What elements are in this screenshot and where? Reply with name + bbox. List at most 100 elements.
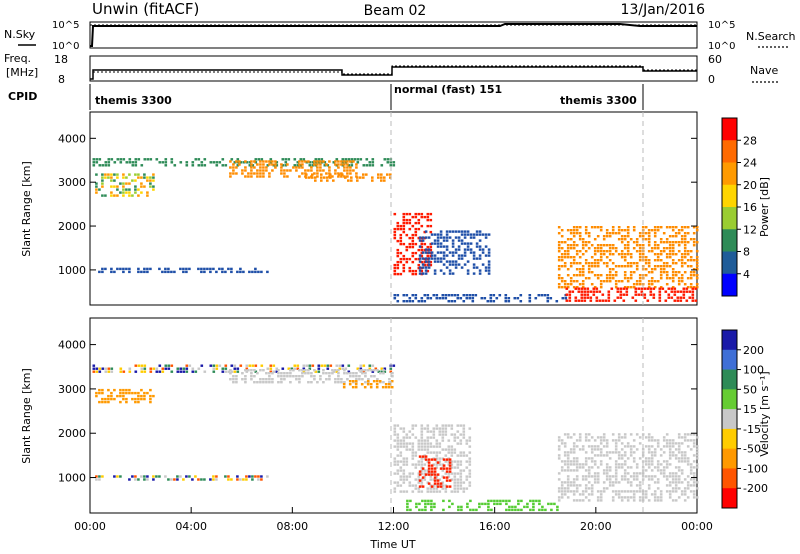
heatmap-cell xyxy=(668,253,672,256)
heatmap-cell xyxy=(572,256,576,259)
heatmap-cell xyxy=(438,478,442,481)
heatmap-cell xyxy=(359,364,363,367)
heatmap-cell xyxy=(519,294,523,297)
heatmap-cell xyxy=(119,400,122,404)
heatmap-cell xyxy=(427,499,430,503)
heatmap-cell xyxy=(414,454,418,457)
heatmap-cell xyxy=(405,445,409,448)
heatmap-cell xyxy=(679,299,683,302)
heatmap-cell xyxy=(692,478,696,481)
heatmap-cell xyxy=(557,478,561,481)
heatmap-cell xyxy=(460,508,463,512)
heatmap-cell xyxy=(638,247,642,250)
heatmap-cell xyxy=(317,370,321,373)
heatmap-cell xyxy=(158,267,161,271)
power-data-cells xyxy=(92,158,699,303)
heatmap-cell xyxy=(674,454,678,457)
heatmap-cell xyxy=(414,424,418,427)
heatmap-cell xyxy=(665,241,669,244)
heatmap-cell xyxy=(334,378,337,381)
heatmap-cell xyxy=(647,241,651,244)
heatmap-cell xyxy=(692,475,696,478)
heatmap-cell xyxy=(674,253,678,256)
heatmap-cell xyxy=(456,481,460,484)
heatmap-cell xyxy=(146,270,149,274)
heatmap-cell xyxy=(571,290,575,293)
heatmap-cell xyxy=(590,262,594,265)
heatmap-cell xyxy=(572,235,576,238)
heatmap-cell xyxy=(420,478,424,481)
heatmap-cell xyxy=(447,448,451,451)
heatmap-cell xyxy=(583,293,587,296)
heatmap-cell xyxy=(581,286,585,289)
heatmap-cell xyxy=(557,448,561,451)
heatmap-cell xyxy=(572,457,576,460)
colorbar-tick-label: 50 xyxy=(743,383,757,396)
heatmap-cell xyxy=(182,367,186,370)
heatmap-cell xyxy=(346,160,349,163)
heatmap-cell xyxy=(665,277,669,280)
heatmap-cell xyxy=(286,163,289,166)
heatmap-cell xyxy=(665,445,669,448)
heatmap-cell xyxy=(328,160,331,163)
heatmap-cell xyxy=(341,161,345,164)
heatmap-cell xyxy=(653,226,657,229)
heatmap-cell xyxy=(317,158,321,161)
heatmap-cell xyxy=(448,458,452,461)
heatmap-cell xyxy=(98,164,102,167)
heatmap-cell xyxy=(427,467,431,470)
heatmap-cell xyxy=(638,244,642,247)
noise-tick-top-right: 10^5 xyxy=(708,20,735,31)
heatmap-cell xyxy=(680,238,684,241)
heatmap-cell xyxy=(563,256,567,259)
heatmap-cell xyxy=(623,235,627,238)
heatmap-cell xyxy=(659,241,663,244)
heatmap-cell xyxy=(537,294,541,297)
heatmap-cell xyxy=(341,367,345,370)
heatmap-cell xyxy=(399,439,403,442)
heatmap-cell xyxy=(247,175,250,178)
heatmap-cell xyxy=(587,472,591,475)
heatmap-cell xyxy=(617,238,621,241)
heatmap-cell xyxy=(677,466,681,469)
heatmap-cell xyxy=(262,381,265,384)
heatmap-cell xyxy=(587,433,591,436)
heatmap-cell xyxy=(271,378,274,381)
heatmap-cell xyxy=(641,226,645,229)
heatmap-cell xyxy=(465,487,469,490)
heatmap-cell xyxy=(402,218,406,222)
heatmap-cell xyxy=(572,499,576,502)
heatmap-cell xyxy=(95,391,98,395)
heatmap-cell xyxy=(420,457,424,460)
heatmap-cell xyxy=(396,300,400,303)
heatmap-cell xyxy=(566,496,570,499)
heatmap-cell xyxy=(468,439,472,442)
heatmap-cell xyxy=(453,439,457,442)
heatmap-cell xyxy=(229,369,232,372)
heatmap-cell xyxy=(298,375,301,378)
heatmap-cell xyxy=(289,169,292,172)
heatmap-cell xyxy=(281,164,285,167)
heatmap-cell xyxy=(453,478,457,481)
heatmap-cell xyxy=(396,454,400,457)
heatmap-cell xyxy=(432,430,436,433)
heatmap-cell xyxy=(110,397,113,401)
heatmap-cell xyxy=(671,229,675,232)
heatmap-cell xyxy=(643,296,647,299)
heatmap-cell xyxy=(134,478,137,481)
heatmap-cell xyxy=(460,505,463,509)
heatmap-cell xyxy=(212,367,216,370)
heatmap-cell xyxy=(361,369,364,372)
heatmap-cell xyxy=(140,370,144,373)
heatmap-cell xyxy=(260,478,263,481)
heatmap-cell xyxy=(194,158,198,161)
heatmap-cell xyxy=(314,176,317,179)
heatmap-cell xyxy=(245,161,249,164)
heatmap-cell xyxy=(584,475,588,478)
heatmap-cell xyxy=(408,430,412,433)
heatmap-cell xyxy=(617,226,621,229)
heatmap-cell xyxy=(448,251,452,254)
heatmap-cell xyxy=(445,248,449,251)
heatmap-cell xyxy=(362,164,366,167)
power-colorbar-label: Power [dB] xyxy=(758,177,771,237)
